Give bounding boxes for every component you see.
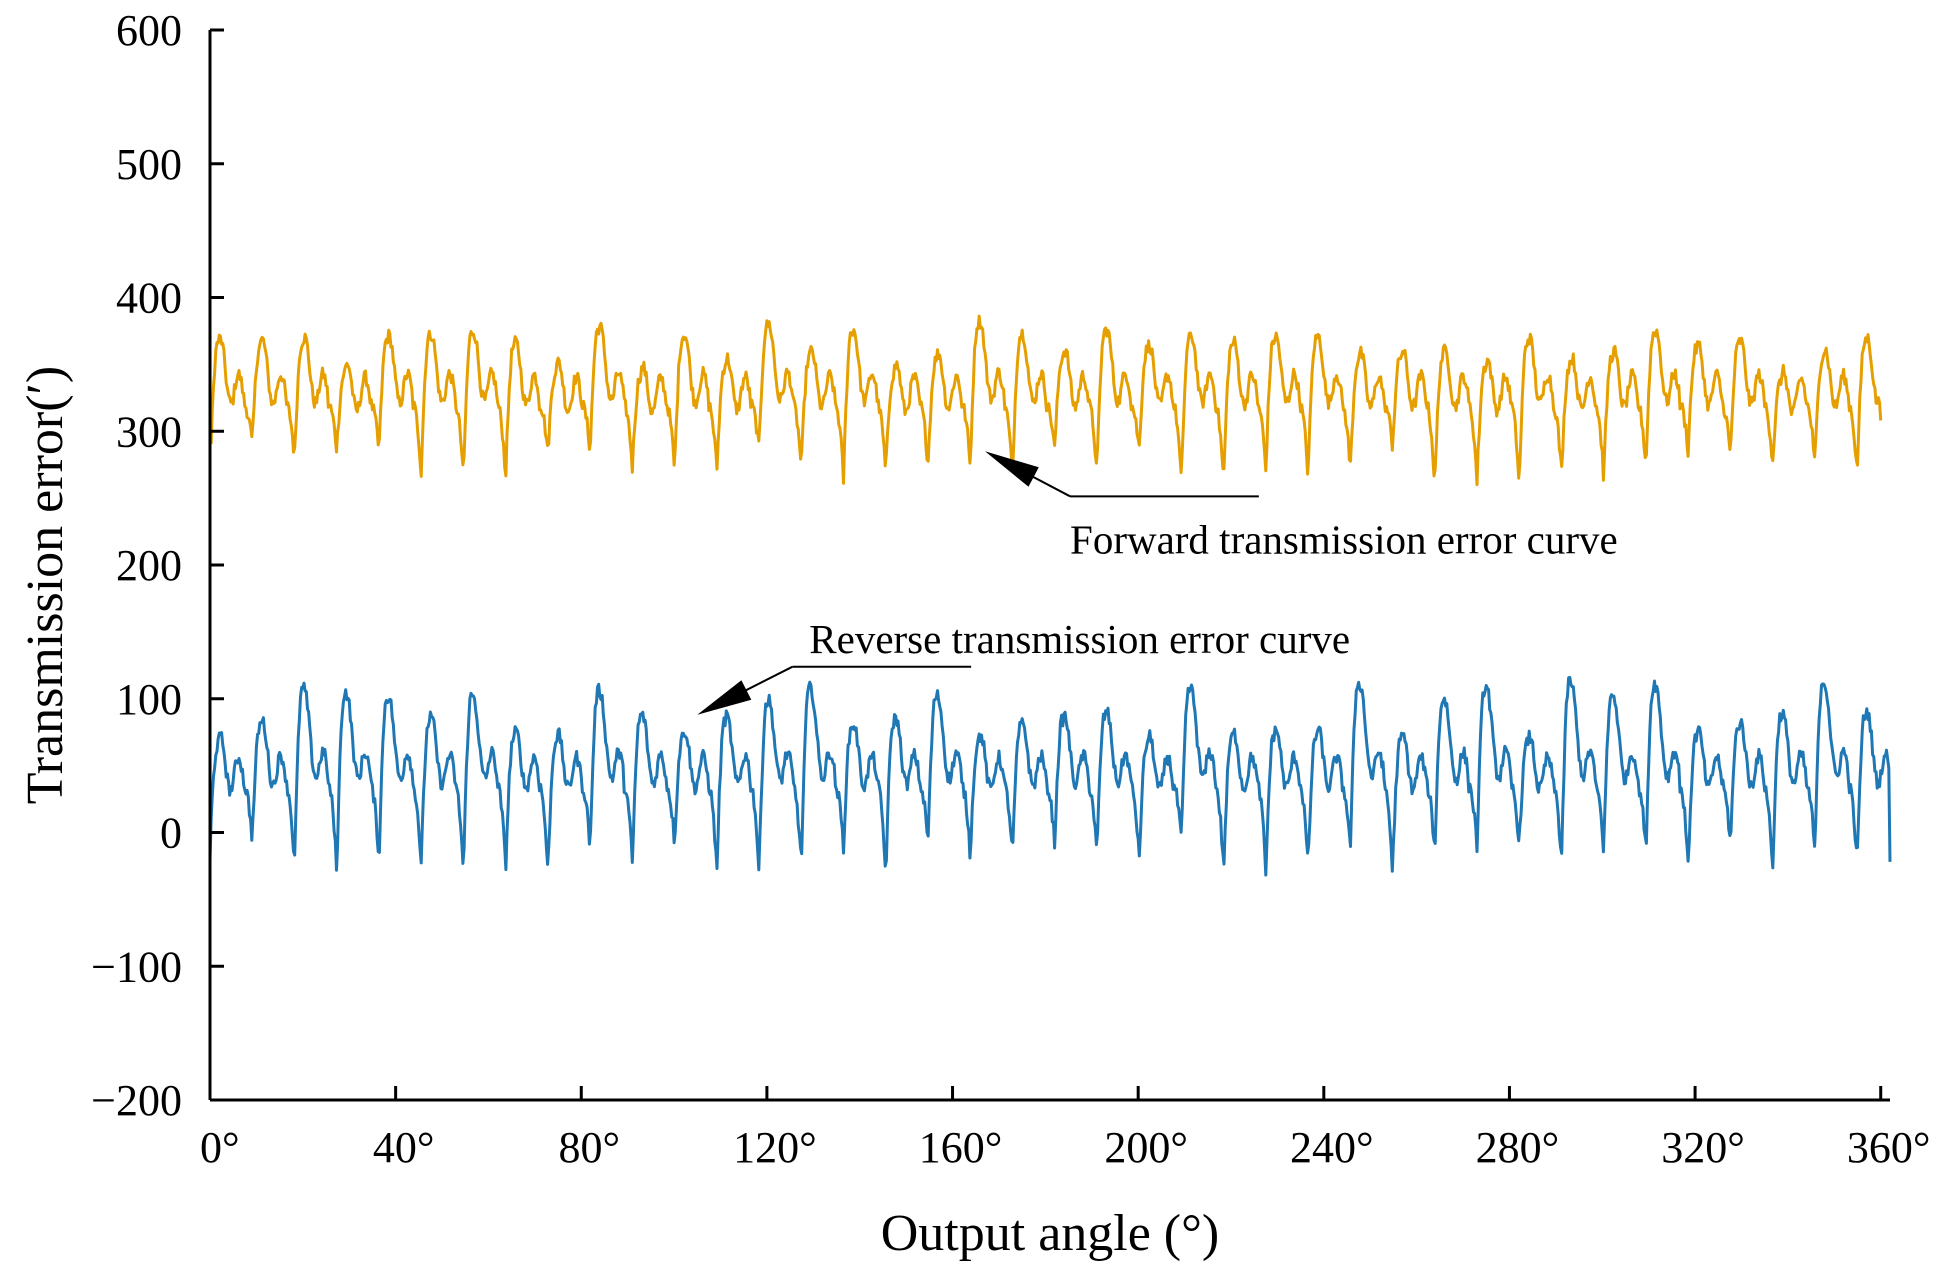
x-axis-title: Output angle (°)	[881, 1205, 1219, 1262]
forward-annotation-label: Forward transmission error curve	[1070, 516, 1618, 562]
y-tick-label-5: 100	[116, 675, 182, 724]
x-tick-label-4: 160°	[919, 1123, 1003, 1172]
x-tick-label-1: 40°	[373, 1123, 435, 1172]
reverse-annotation-arrowhead	[697, 680, 752, 715]
y-axis-title: Transmission error(′)	[17, 366, 74, 804]
axes-layer	[208, 30, 1890, 1102]
x-tick-label-6: 240°	[1290, 1123, 1374, 1172]
y-tick-label-7: −100	[91, 942, 182, 991]
ticks-layer: 600 500 400 300 200 100 0 −100 −200 0° 40° 80° 120° 1…	[91, 6, 1930, 1172]
x-tick-label-0: 0°	[200, 1123, 240, 1172]
annotation-layer: Forward transmission error curve Reverse…	[697, 451, 1618, 715]
x-tick-label-5: 200°	[1104, 1123, 1188, 1172]
x-tick-label-7: 280°	[1476, 1123, 1560, 1172]
y-tick-label-6: 0	[160, 809, 182, 858]
y-tick-label-1: 500	[116, 140, 182, 189]
forward-annotation-arrowhead	[985, 451, 1039, 487]
series-line-1	[208, 675, 1892, 877]
x-tick-label-3: 120°	[733, 1123, 817, 1172]
y-tick-label-4: 200	[116, 541, 182, 590]
y-tick-label-2: 400	[116, 274, 182, 323]
x-tick-label-2: 80°	[558, 1123, 620, 1172]
x-tick-label-9: 360°	[1847, 1123, 1931, 1172]
y-tick-label-8: −200	[91, 1076, 182, 1125]
y-tick-label-0: 600	[116, 6, 182, 55]
y-tick-label-3: 300	[116, 407, 182, 456]
x-tick-label-8: 320°	[1661, 1123, 1745, 1172]
reverse-annotation-label: Reverse transmission error curve	[809, 616, 1350, 662]
series-line-0	[208, 314, 1883, 487]
series-layer	[208, 314, 1892, 877]
